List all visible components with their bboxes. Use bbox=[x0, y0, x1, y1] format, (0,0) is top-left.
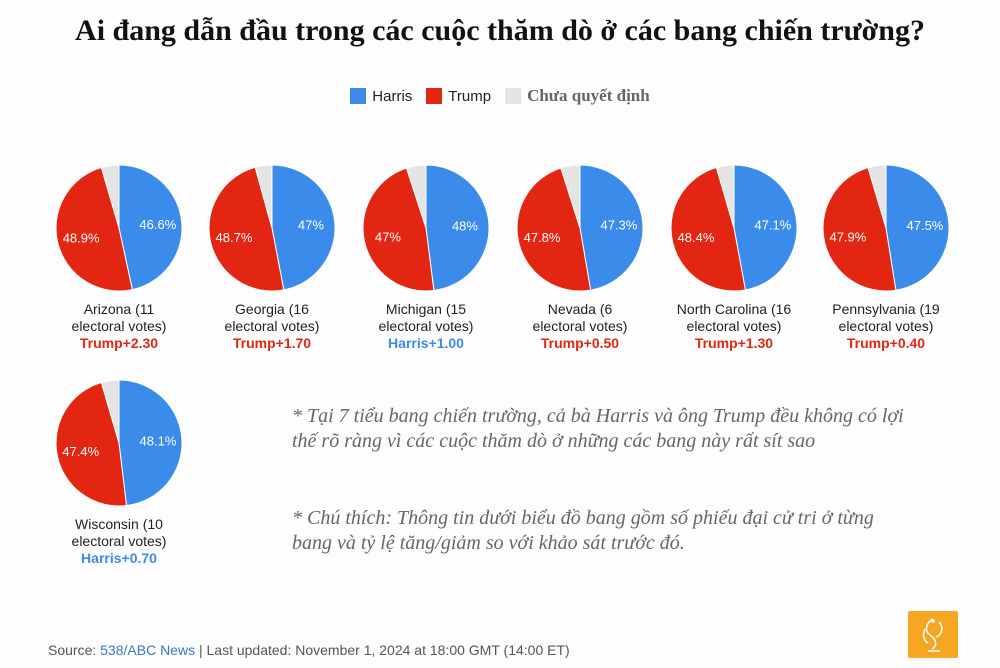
data-label-trump: 48.7% bbox=[216, 230, 253, 245]
state-name-line: Nevada (6 bbox=[547, 301, 613, 317]
pie-chart: 48.1% 47.4% bbox=[55, 379, 183, 507]
data-label-harris: 47% bbox=[298, 217, 324, 232]
note-2: * Chú thích: Thông tin dưới biểu đồ bang… bbox=[292, 507, 874, 554]
note-1: * Tại 7 tiểu bang chiến trường, cả bà Ha… bbox=[292, 405, 904, 452]
state-name-line: Michigan (15 bbox=[385, 301, 467, 317]
state-name: Michigan (15 electoral votes) bbox=[351, 301, 501, 335]
pie-slice-undecided bbox=[560, 164, 581, 229]
electoral-votes-line: electoral votes) bbox=[224, 318, 320, 334]
source-line: Source: 538/ABC News | Last updated: Nov… bbox=[48, 642, 570, 658]
data-label-harris: 46.6% bbox=[139, 217, 176, 232]
margin-label: Harris+0.70 bbox=[81, 550, 157, 566]
margin-label: Trump+1.70 bbox=[232, 335, 312, 351]
pie-slice-harris bbox=[271, 164, 336, 291]
state-name-line: Georgia (16 bbox=[235, 301, 309, 317]
state-panel: 47.1% 48.4% North Carolina (16 electoral vo… bbox=[659, 163, 809, 352]
state-panel: 47.3% 47.8% Nevada (6 electoral votes) Trump… bbox=[505, 163, 655, 352]
legend-item-trump: Trump bbox=[426, 88, 491, 105]
network-logo-icon bbox=[908, 611, 958, 658]
state-name: Nevada (6 electoral votes) bbox=[505, 301, 655, 335]
pie-slice-harris bbox=[885, 164, 950, 291]
pie-slice-trump bbox=[516, 167, 592, 292]
margin-label: Harris+1.00 bbox=[388, 335, 464, 351]
state-name: Pennsylvania (19 electoral votes) bbox=[811, 301, 961, 335]
legend-item-harris: Harris bbox=[350, 88, 412, 105]
source-link[interactable]: 538/ABC News bbox=[100, 642, 196, 658]
legend-swatch-undecided bbox=[505, 88, 522, 104]
legend: Harris Trump Chưa quyết định bbox=[0, 86, 1000, 106]
state-name: Arizona (11 electoral votes) bbox=[44, 301, 194, 335]
legend-label-trump: Trump bbox=[448, 87, 492, 105]
legend-label-undecided: Chưa quyết định bbox=[527, 86, 650, 105]
data-label-harris: 48.1% bbox=[140, 434, 177, 449]
pie-slice-undecided bbox=[405, 164, 427, 229]
legend-swatch-trump bbox=[426, 88, 443, 104]
pie-chart: 47% 48.7% bbox=[208, 164, 336, 292]
pie-slice-undecided bbox=[715, 164, 735, 229]
data-label-trump: 47% bbox=[375, 230, 401, 245]
pie-slice-trump bbox=[55, 381, 128, 507]
margin-label: Trump+0.40 bbox=[846, 335, 926, 351]
pie-slice-undecided bbox=[254, 164, 273, 229]
pie-chart: 47.1% 48.4% bbox=[670, 164, 798, 292]
electoral-votes-line: electoral votes) bbox=[71, 533, 167, 549]
electoral-votes-line: electoral votes) bbox=[378, 318, 474, 334]
data-label-trump: 48.4% bbox=[678, 230, 715, 245]
electoral-votes-line: electoral votes) bbox=[838, 318, 934, 334]
electoral-votes-line: electoral votes) bbox=[71, 318, 167, 334]
pie-chart: 47.3% 47.8% bbox=[516, 164, 644, 292]
pie-slice-undecided bbox=[100, 164, 120, 229]
state-panel: 47% 48.7% Georgia (16 electoral votes) Trump… bbox=[197, 163, 347, 352]
state-name: North Carolina (16 electoral votes) bbox=[659, 301, 809, 335]
state-name-line: Arizona (11 bbox=[83, 301, 155, 317]
state-panel: 46.6% 48.9% Arizona (11 electoral votes) Tru… bbox=[44, 163, 194, 352]
chart-title: Ai đang dẫn đầu trong các cuộc thăm dò ở… bbox=[75, 14, 925, 47]
pie-chart: 48% 47% bbox=[362, 164, 490, 292]
legend-swatch-harris bbox=[350, 88, 367, 104]
electoral-votes-line: electoral votes) bbox=[532, 318, 628, 334]
data-label-trump: 47.8% bbox=[524, 230, 561, 245]
state-name: Wisconsin (10 electoral votes) bbox=[44, 516, 194, 550]
pie-slice-undecided bbox=[867, 164, 887, 229]
state-panel: 48.1% 47.4% Wisconsin (10 electoral votes) H… bbox=[44, 378, 194, 567]
state-name-line: North Carolina (16 bbox=[676, 301, 792, 317]
state-panel: 48% 47% Michigan (15 electoral votes) Harris… bbox=[351, 163, 501, 352]
data-label-harris: 47.1% bbox=[754, 217, 791, 232]
state-panel: 47.5% 47.9% Pennsylvania (19 electoral vote… bbox=[811, 163, 961, 352]
pie-slice-harris bbox=[733, 164, 798, 291]
pie-slice-harris bbox=[579, 164, 644, 291]
legend-item-undecided: Chưa quyết định bbox=[505, 86, 650, 106]
data-label-harris: 48% bbox=[452, 219, 478, 234]
data-label-trump: 47.4% bbox=[62, 444, 99, 459]
electoral-votes-line: electoral votes) bbox=[686, 318, 782, 334]
pie-chart: 47.5% 47.9% bbox=[822, 164, 950, 292]
state-name-line: Pennsylvania (19 bbox=[832, 301, 940, 317]
pie-slice-harris bbox=[118, 379, 183, 507]
data-label-trump: 47.9% bbox=[829, 230, 866, 245]
pie-slice-undecided bbox=[100, 379, 120, 444]
data-label-trump: 48.9% bbox=[63, 231, 100, 246]
state-name-line: Wisconsin (10 bbox=[75, 516, 163, 532]
legend-label-harris: Harris bbox=[372, 87, 413, 105]
margin-label: Trump+2.30 bbox=[79, 335, 159, 351]
margin-label: Trump+1.30 bbox=[694, 335, 774, 351]
pie-slice-trump bbox=[208, 166, 285, 292]
pie-slice-trump bbox=[55, 166, 133, 292]
pie-slice-harris bbox=[118, 164, 183, 291]
source-updated: | Last updated: November 1, 2024 at 18:0… bbox=[195, 642, 570, 658]
pie-slice-trump bbox=[822, 166, 897, 292]
pie-chart: 46.6% 48.9% bbox=[55, 164, 183, 292]
source-prefix: Source: bbox=[48, 642, 101, 658]
data-label-harris: 47.3% bbox=[600, 218, 637, 233]
state-name: Georgia (16 electoral votes) bbox=[197, 301, 347, 335]
pie-slice-harris bbox=[425, 164, 490, 292]
margin-label: Trump+0.50 bbox=[540, 335, 620, 351]
pie-slice-trump bbox=[670, 166, 746, 292]
data-label-harris: 47.5% bbox=[907, 218, 944, 233]
